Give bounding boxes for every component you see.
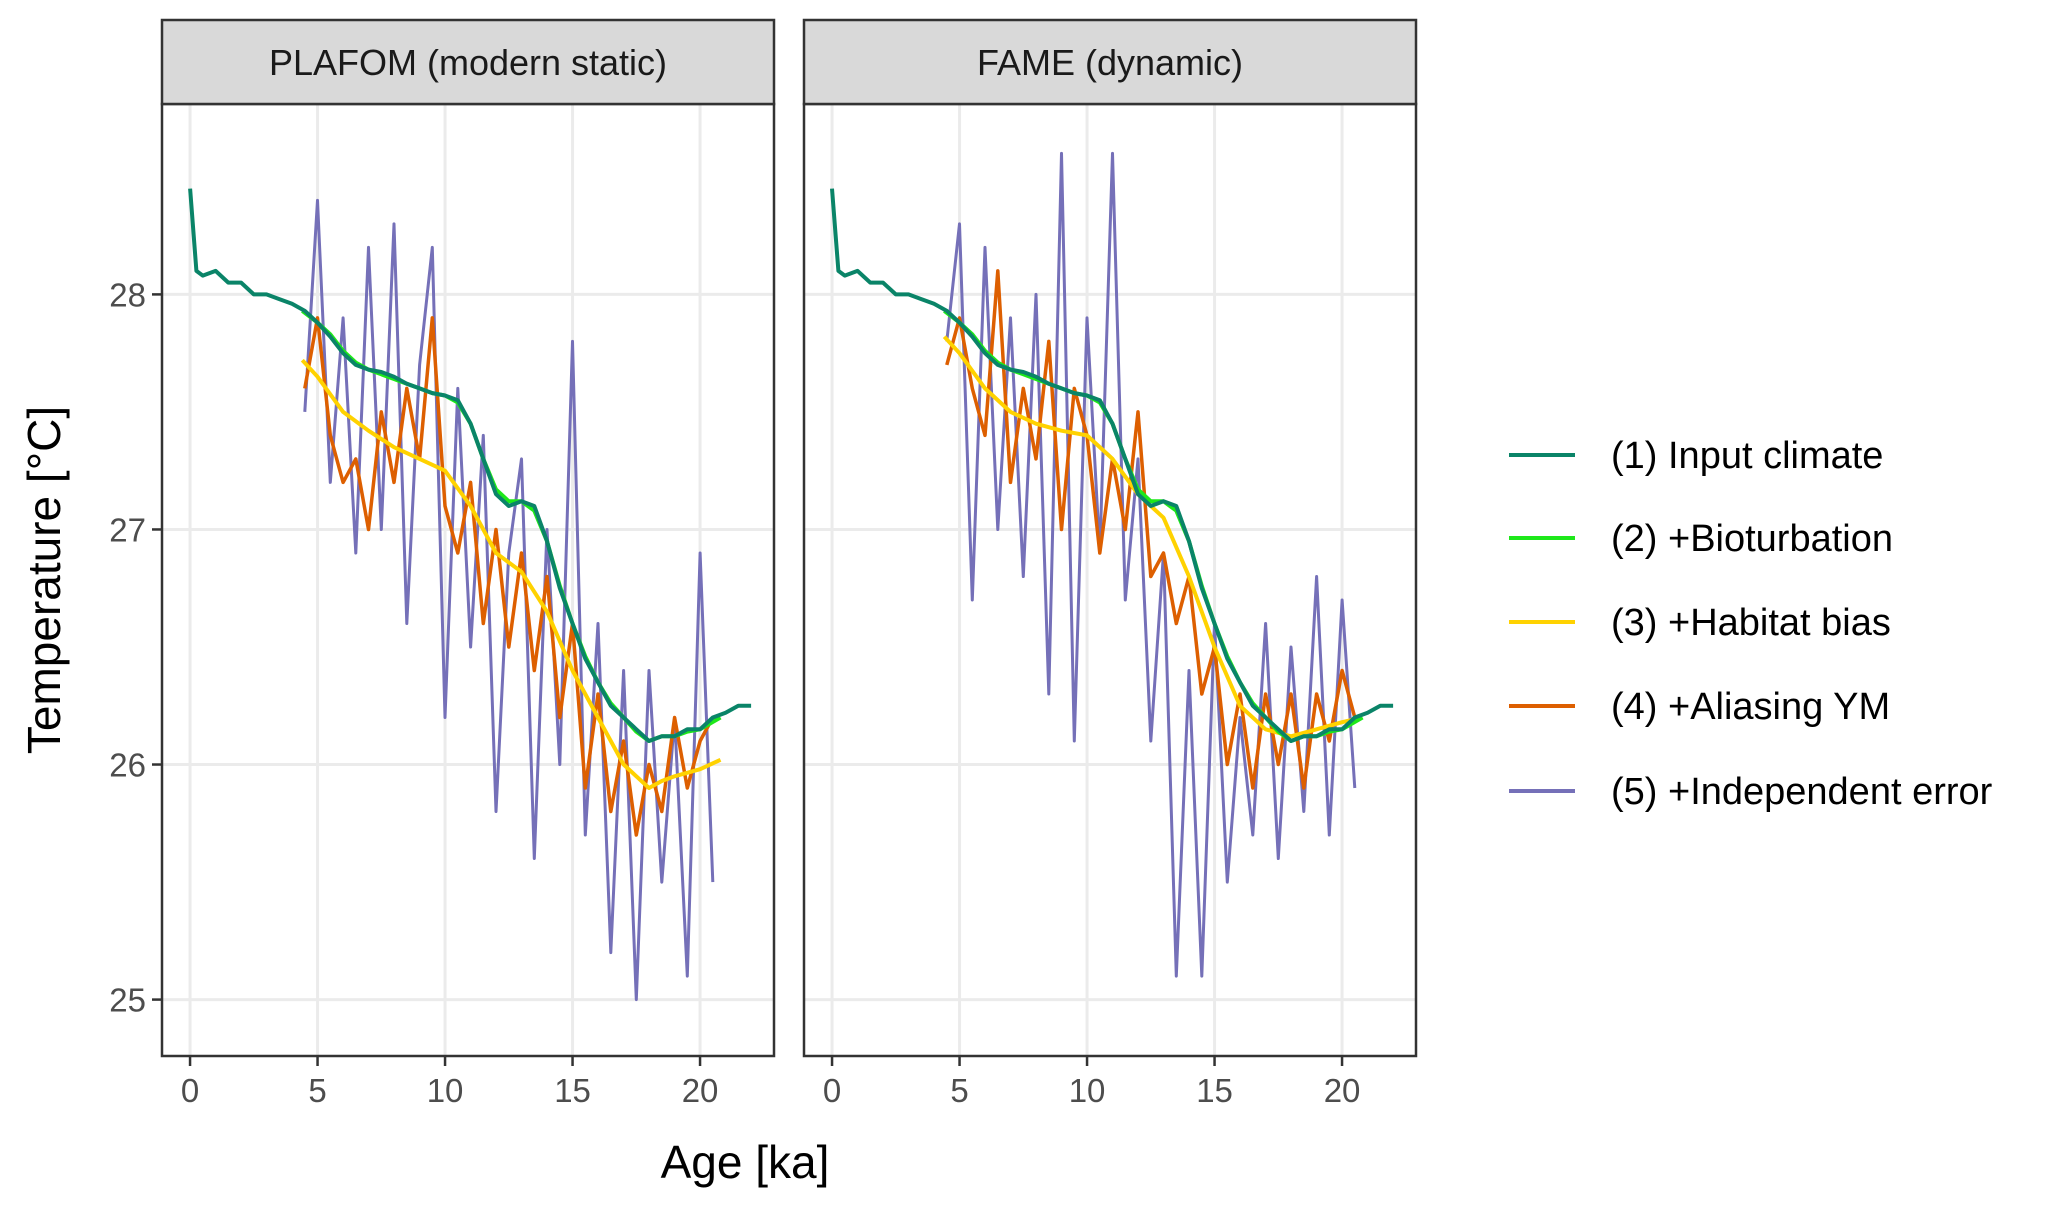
legend-item-input: (1) Input climate (1509, 435, 1883, 477)
x-tick-label: 0 (181, 1072, 199, 1109)
panel-2: FAME (dynamic) 0 5 10 15 20 (802, 18, 1418, 1109)
legend-item-bioturbation: (2) +Bioturbation (1509, 518, 1893, 560)
facet-strip (160, 18, 776, 106)
series-line-aliasing (945, 269, 1357, 790)
x-tick-label: 10 (1069, 1072, 1106, 1109)
y-tick-label: 26 (109, 747, 146, 784)
legend: (1) Input climate (2) +Bioturbation (3) +H… (1509, 435, 1993, 813)
y-tick-label: 27 (109, 511, 146, 548)
x-tick-label: 20 (682, 1072, 719, 1109)
x-tick-label: 5 (950, 1072, 968, 1109)
x-tick-label: 15 (554, 1072, 591, 1109)
facet-title: PLAFOM (modern static) (269, 42, 667, 83)
y-axis-title: Temperature [°C] (18, 406, 70, 754)
legend-label: (5) +Independent error (1611, 771, 1993, 813)
legend-label: (3) +Habitat bias (1611, 602, 1891, 644)
legend-label: (1) Input climate (1611, 435, 1883, 477)
legend-label: (2) +Bioturbation (1611, 518, 1893, 560)
x-tick-label: 10 (427, 1072, 464, 1109)
y-tick-label: 25 (109, 982, 146, 1019)
x-tick-label: 5 (308, 1072, 326, 1109)
x-axis-title: Age [ka] (661, 1136, 830, 1188)
series-line-input (830, 188, 1394, 743)
legend-item-habitat: (3) +Habitat bias (1509, 602, 1891, 644)
facet-title: FAME (dynamic) (977, 42, 1243, 83)
series-line-habitat (300, 358, 722, 790)
y-tick-label: 28 (109, 276, 146, 313)
x-tick-label: 20 (1324, 1072, 1361, 1109)
series-line-input (188, 188, 752, 743)
series-line-aliasing (303, 316, 715, 837)
legend-label: (4) +Aliasing YM (1611, 686, 1890, 728)
panel-1: PLAFOM (modern static) 0 5 10 15 20 25 26 27 28 (109, 18, 776, 1109)
x-tick-label: 0 (823, 1072, 841, 1109)
legend-item-independent: (5) +Independent error (1509, 771, 1993, 813)
facet-strip (802, 18, 1418, 106)
legend-item-aliasing: (4) +Aliasing YM (1509, 686, 1890, 728)
x-tick-label: 15 (1196, 1072, 1233, 1109)
